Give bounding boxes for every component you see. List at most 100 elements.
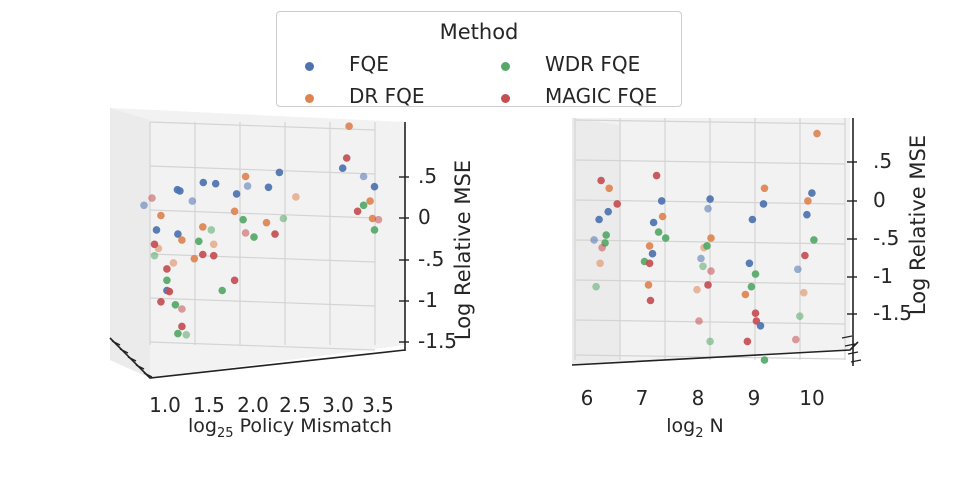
grid-line-horizontal: [574, 119, 846, 125]
z-tick-label: -.5: [418, 247, 444, 271]
point-magic-fqe: [374, 215, 383, 224]
point-magic-fqe: [178, 305, 186, 313]
point-fqe: [803, 210, 811, 219]
point-wdr-fqe: [703, 242, 711, 250]
point-dr-fqe: [658, 212, 667, 221]
point-fqe: [604, 207, 612, 216]
z-tick-label: .5: [418, 164, 437, 188]
point-fqe: [152, 226, 161, 234]
point-fqe: [697, 254, 705, 263]
point-wdr-fqe: [661, 234, 670, 242]
z-tick-label: -1.5: [418, 329, 457, 353]
point-dr-fqe: [813, 129, 821, 138]
point-dr-fqe: [169, 259, 178, 267]
legend-marker-wdr-fqe: [501, 62, 510, 71]
point-magic-fqe: [646, 296, 655, 305]
point-fqe: [199, 178, 208, 187]
point-fqe: [649, 218, 658, 227]
z-tick-label: .5: [873, 149, 892, 173]
x-tick-label: 6: [581, 386, 594, 410]
point-wdr-fqe: [195, 237, 203, 246]
point-magic-fqe: [230, 276, 239, 285]
z-tick-label: 0: [873, 188, 886, 212]
point-wdr-fqe: [370, 226, 379, 234]
point-magic-fqe: [645, 259, 654, 268]
point-wdr-fqe: [654, 228, 663, 236]
point-magic-fqe: [652, 171, 661, 180]
x-tick-label: 3.5: [362, 393, 394, 417]
x-tick-label: 7: [636, 386, 649, 410]
z-axis-label: Log Relative MSE: [451, 160, 475, 340]
point-fqe: [794, 265, 802, 274]
point-dr-fqe: [345, 122, 353, 130]
z-tick-label: 0: [418, 205, 431, 229]
point-wdr-fqe: [751, 270, 760, 278]
point-magic-fqe: [613, 200, 621, 208]
x-axis-line: [571, 341, 859, 366]
point-magic-fqe: [199, 250, 207, 259]
point-wdr-fqe: [163, 276, 171, 285]
point-dr-fqe: [209, 240, 218, 249]
point-wdr-fqe: [218, 286, 226, 295]
x-tick-label: 2.0: [237, 393, 269, 417]
point-magic-fqe: [165, 287, 174, 296]
point-magic-fqe: [148, 194, 156, 202]
x-axis-label: log25 Policy Mismatch: [188, 415, 392, 441]
point-wdr-fqe: [592, 282, 600, 291]
grid-line-horizontal: [574, 319, 846, 325]
point-magic-fqe: [792, 335, 800, 344]
grid-line-horizontal: [149, 341, 376, 351]
point-wdr-fqe: [174, 329, 182, 338]
depth-tick-mark: [135, 364, 145, 370]
point-wdr-fqe: [279, 214, 288, 223]
point-dr-fqe: [241, 172, 250, 181]
depth-tick-mark: [841, 335, 853, 339]
point-fqe: [648, 249, 657, 258]
point-magic-fqe: [163, 265, 171, 273]
grid-line-horizontal: [574, 239, 846, 245]
point-magic-fqe: [342, 154, 351, 162]
point-magic-fqe: [209, 251, 218, 260]
point-dr-fqe: [178, 236, 186, 244]
z-tick-label: -1.5: [873, 301, 912, 325]
point-fqe: [243, 182, 252, 190]
point-wdr-fqe: [796, 312, 804, 321]
x-tick-label: 2.5: [279, 393, 311, 417]
point-dr-fqe: [804, 197, 812, 205]
grid-line-horizontal: [149, 121, 376, 131]
point-wdr-fqe: [150, 251, 159, 260]
point-magic-fqe: [150, 240, 159, 249]
x-tick-label: 3.0: [322, 393, 354, 417]
point-dr-fqe: [741, 290, 750, 299]
z-axis-label: Log Relative MSE: [906, 135, 930, 315]
point-magic-fqe: [751, 309, 760, 318]
point-dr-fqe: [707, 234, 715, 242]
point-wdr-fqe: [810, 236, 818, 244]
grid-line-horizontal: [149, 297, 376, 307]
point-fqe: [759, 200, 768, 208]
point-fqe: [359, 172, 368, 181]
point-fqe: [590, 236, 598, 244]
point-wdr-fqe: [760, 356, 769, 364]
point-magic-fqe: [598, 243, 606, 252]
point-dr-fqe: [760, 184, 769, 193]
point-magic-fqe: [157, 298, 165, 306]
point-dr-fqe: [693, 285, 701, 294]
point-fqe: [176, 187, 184, 195]
point-fqe: [264, 183, 273, 192]
point-wdr-fqe: [207, 226, 216, 234]
point-magic-fqe: [353, 207, 362, 216]
point-magic-fqe: [241, 229, 250, 237]
point-wdr-fqe: [171, 301, 180, 309]
point-fqe: [595, 215, 603, 224]
point-magic-fqe: [178, 322, 186, 331]
depth-tick-mark: [850, 359, 862, 363]
point-fqe: [232, 190, 241, 198]
point-wdr-fqe: [359, 201, 368, 210]
legend-label-magic-fqe: MAGIC FQE: [545, 84, 658, 108]
legend-label-fqe: FQE: [349, 52, 389, 76]
legend-marker-magic-fqe: [501, 94, 510, 103]
point-magic-fqe: [597, 176, 605, 185]
